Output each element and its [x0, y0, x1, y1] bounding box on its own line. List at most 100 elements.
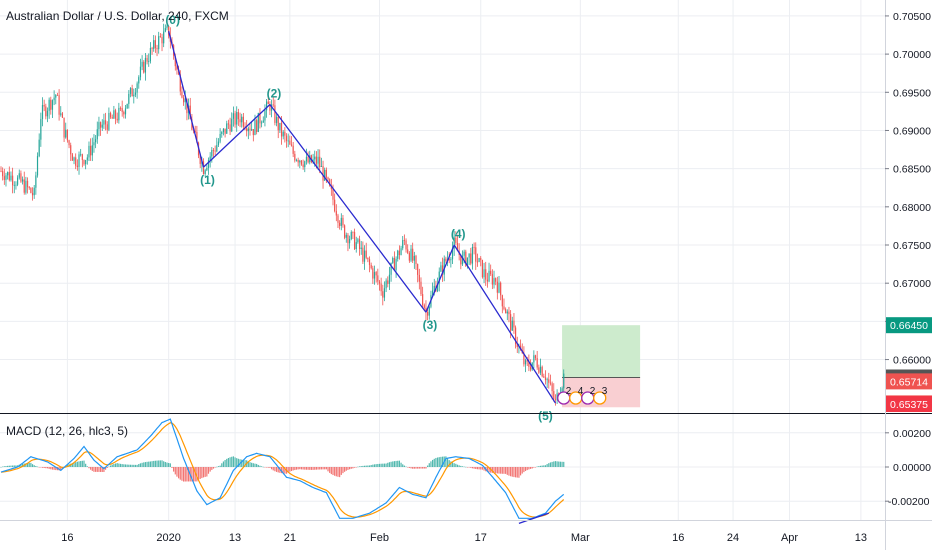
candle-body — [480, 258, 482, 260]
candle-body — [261, 122, 263, 124]
macd-histogram-bar — [480, 467, 482, 470]
macd-histogram-bar — [20, 464, 22, 467]
candle-body — [71, 154, 73, 161]
macd-histogram-bar — [553, 461, 555, 467]
candle — [334, 193, 336, 213]
candle-body — [119, 107, 122, 109]
candle-body — [405, 240, 407, 250]
candle-body — [275, 116, 278, 123]
macd-histogram-bar — [36, 466, 39, 468]
wave-label[interactable]: (4) — [451, 227, 466, 241]
candle-body — [68, 140, 70, 146]
candle — [402, 236, 404, 251]
candle-body — [164, 28, 166, 32]
event-marker[interactable]: 2 — [557, 386, 572, 405]
macd-histogram-bar — [475, 467, 477, 469]
wave-label[interactable]: (1) — [200, 173, 215, 187]
wave-label[interactable]: (5) — [538, 409, 553, 423]
macd-histogram-bar — [342, 467, 344, 474]
macd-histogram-bar — [21, 463, 24, 467]
divergence-line[interactable] — [518, 512, 550, 525]
macd-histogram-bar — [187, 467, 190, 482]
macd-histogram-bar — [2, 466, 4, 468]
wave-segment[interactable] — [269, 104, 427, 313]
macd-histogram-bar — [159, 460, 161, 467]
wave-label[interactable]: (0) — [165, 13, 180, 27]
candle — [335, 204, 337, 222]
wave-segment[interactable] — [453, 244, 556, 404]
macd-histogram-bar — [317, 467, 319, 470]
candle-body — [128, 93, 130, 104]
macd-histogram-bar — [51, 467, 54, 470]
macd-histogram-bar — [196, 467, 198, 482]
macd-histogram-bar — [324, 467, 326, 470]
elliott-wave-drawing[interactable]: (0)(1)(2)(3)(4)(5)2 4 2 3 — [165, 13, 607, 423]
candle-body — [425, 307, 427, 312]
wave-segment[interactable] — [425, 244, 455, 313]
candle — [28, 186, 30, 190]
candle — [302, 159, 304, 170]
candle — [114, 108, 117, 125]
candle-body — [347, 234, 349, 244]
candle — [543, 373, 545, 378]
macd-histogram-bar — [387, 462, 389, 467]
candle — [131, 84, 133, 97]
candle — [352, 231, 354, 240]
candle — [490, 264, 492, 276]
macd-histogram-bar — [219, 465, 221, 467]
macd-histogram-bar — [163, 461, 165, 467]
candle-body — [100, 122, 102, 128]
macd-histogram-bar — [121, 464, 123, 467]
wave-segment[interactable] — [203, 104, 271, 168]
candle — [101, 119, 103, 131]
macd-histogram-bar — [438, 457, 440, 467]
profit-target-zone[interactable] — [562, 325, 641, 378]
candle — [327, 176, 329, 182]
macd-histogram-bar — [554, 461, 557, 467]
macd-histogram-bar — [448, 460, 450, 467]
candle — [121, 100, 123, 117]
macd-histogram-bar — [528, 467, 530, 470]
macd-indicator-title[interactable]: MACD (12, 26, hlc3, 5) — [6, 424, 129, 438]
candle-body — [118, 107, 120, 121]
candle-body — [139, 66, 142, 78]
macd-histogram-bar — [234, 457, 236, 467]
candle-body — [365, 250, 367, 258]
macd-histogram-bar — [95, 467, 97, 472]
candle-body — [151, 48, 153, 49]
macd-histogram-bar — [510, 467, 512, 477]
event-marker-badge[interactable] — [593, 391, 607, 405]
candle — [500, 281, 502, 301]
candle-body — [231, 118, 233, 132]
candle-body — [129, 88, 132, 94]
event-marker-count: 3 — [602, 386, 608, 397]
wave-label[interactable]: (2) — [267, 87, 282, 101]
event-marker[interactable]: 3 — [593, 386, 608, 405]
macd-histogram-bar — [436, 457, 439, 467]
wave-label[interactable]: (3) — [423, 318, 438, 332]
macd-histogram-bar — [81, 460, 83, 467]
candle — [234, 110, 236, 128]
candle-body — [267, 101, 269, 105]
candle-body — [339, 222, 341, 226]
candle-body — [161, 36, 163, 44]
candle — [524, 358, 527, 373]
macd-histogram-bar — [440, 456, 442, 467]
candle-body — [382, 291, 384, 298]
candle — [58, 89, 60, 121]
candle-body — [209, 156, 211, 161]
candle — [393, 251, 396, 271]
candle — [217, 138, 220, 147]
macd-histogram-bar — [256, 463, 258, 467]
macd-histogram-bar — [282, 467, 284, 474]
macd-histogram-bar — [405, 466, 407, 468]
macd-histogram-bar — [422, 467, 424, 469]
candle-body — [355, 242, 357, 250]
candle — [55, 94, 57, 105]
wave-segment[interactable] — [168, 31, 205, 168]
macd-histogram-bar — [519, 467, 522, 476]
candle-body — [307, 156, 309, 163]
candle-body — [206, 167, 208, 171]
